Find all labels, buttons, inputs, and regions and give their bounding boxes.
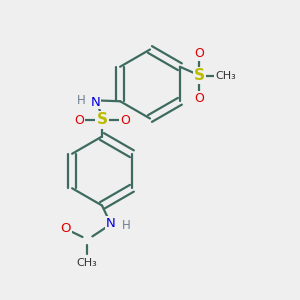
Text: S: S — [97, 112, 107, 128]
Text: O: O — [61, 221, 71, 235]
Text: O: O — [194, 92, 204, 105]
Text: O: O — [120, 113, 130, 127]
Text: O: O — [74, 113, 84, 127]
Text: O: O — [194, 47, 204, 60]
Text: N: N — [106, 217, 116, 230]
Text: H: H — [77, 94, 86, 107]
Text: H: H — [122, 219, 130, 232]
Text: CH₃: CH₃ — [215, 71, 236, 81]
Text: N: N — [91, 95, 100, 109]
Text: S: S — [194, 68, 205, 83]
Text: CH₃: CH₃ — [76, 257, 98, 268]
